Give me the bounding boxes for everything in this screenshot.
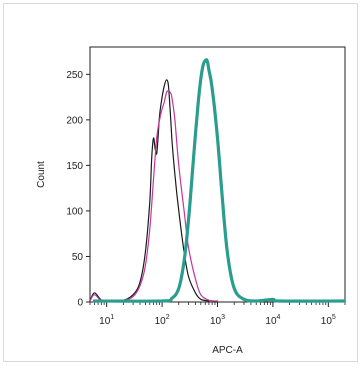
- x-tick-label: 104: [265, 314, 280, 327]
- y-tick-label: 100: [66, 206, 83, 217]
- x-axis-label: APC-A: [212, 345, 243, 356]
- y-tick-label: 150: [66, 161, 83, 172]
- series-line-magenta: [90, 90, 219, 303]
- chart-panel: 0 50 100 150 200 250 101 102 103 104 105 APC-A Count: [3, 3, 358, 362]
- y-tick-label: 250: [66, 70, 83, 81]
- y-tick-label: 200: [66, 115, 83, 126]
- x-tick-label: 101: [99, 314, 114, 327]
- histogram-chart: 0 50 100 150 200 250 101 102 103 104 105 APC-A Count: [36, 46, 346, 356]
- plot-frame: [89, 46, 346, 303]
- series-line-teal: [92, 58, 345, 303]
- y-tick-label: 0: [77, 298, 83, 309]
- y-axis-label: Count: [36, 161, 47, 188]
- x-tick-label: 103: [210, 314, 225, 327]
- y-tick-label: 50: [72, 252, 84, 263]
- x-tick-label: 102: [155, 314, 170, 327]
- x-tick-label: 105: [321, 314, 336, 327]
